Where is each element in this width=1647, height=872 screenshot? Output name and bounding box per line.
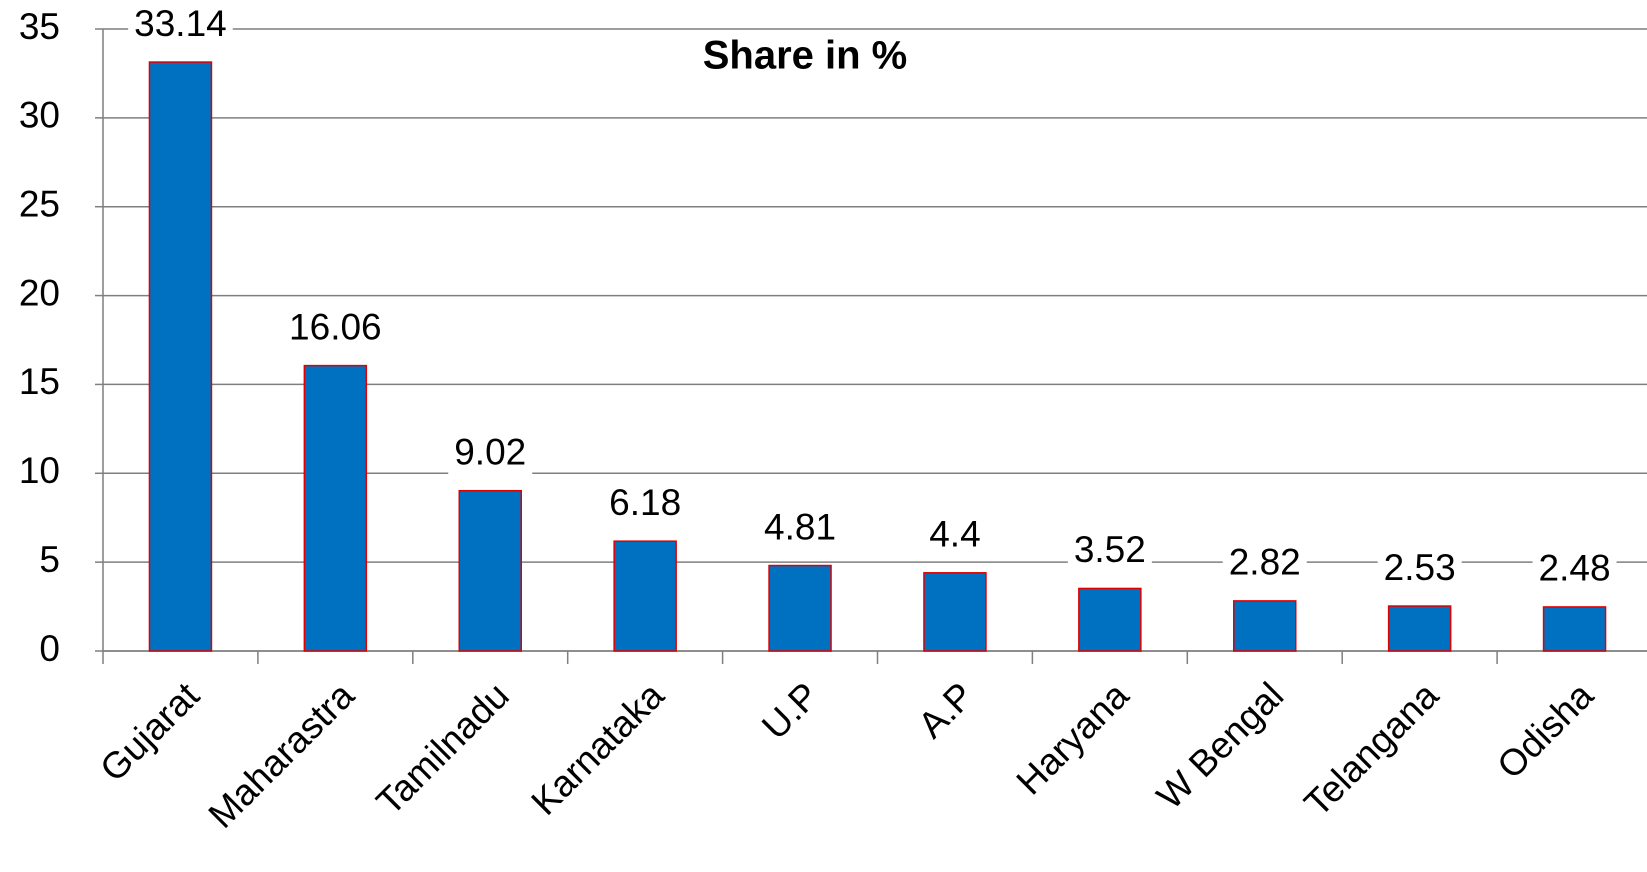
y-tick-label: 25 [19, 183, 60, 224]
value-label-bg [1532, 546, 1617, 595]
value-label-bg [448, 430, 533, 479]
bar [1233, 600, 1297, 652]
x-tick-label: U.P [754, 675, 827, 748]
bar [458, 489, 522, 652]
value-label: 6.18 [609, 482, 681, 523]
y-tick-label: 5 [39, 539, 60, 580]
value-label-bg [1377, 546, 1462, 595]
value-label-bg [283, 305, 388, 354]
bar [148, 61, 213, 652]
x-tick-label: Karnataka [523, 674, 672, 823]
bar [303, 364, 368, 652]
y-tick-label: 20 [19, 272, 60, 313]
value-label-bg [128, 2, 233, 51]
value-label-bg [1222, 540, 1307, 589]
value-label: 4.4 [929, 514, 980, 555]
x-tick-label: Haryana [1009, 674, 1137, 802]
chart-title: Share in % [703, 34, 908, 78]
bar [768, 564, 832, 652]
value-label-bg [1067, 528, 1152, 577]
y-tick-label: 30 [19, 95, 60, 136]
x-tick-label: Gujarat [92, 674, 207, 789]
y-tick-label: 0 [39, 628, 60, 669]
y-tick-label: 15 [19, 361, 60, 402]
value-label-bg [603, 481, 688, 530]
value-label-bg [758, 505, 843, 554]
y-tick-label: 10 [19, 450, 60, 491]
bar [613, 540, 677, 652]
x-tick-label: Maharastra [201, 674, 363, 836]
value-label-bg [923, 512, 987, 561]
value-label: 3.52 [1074, 529, 1146, 570]
value-label: 16.06 [289, 306, 382, 347]
bar [1078, 587, 1142, 652]
value-label: 2.48 [1539, 548, 1611, 589]
x-tick-label: Telangana [1296, 674, 1446, 824]
x-tick-label: A.P [910, 675, 981, 746]
bar [1542, 606, 1607, 652]
value-label: 33.14 [134, 3, 227, 44]
value-label: 2.82 [1229, 542, 1301, 583]
value-label: 9.02 [454, 431, 526, 472]
value-label: 2.53 [1384, 547, 1456, 588]
value-label: 4.81 [764, 506, 836, 547]
bar [1387, 605, 1452, 652]
y-tick-label: 35 [19, 6, 60, 47]
bar [923, 572, 987, 652]
x-tick-label: W Bengal [1149, 675, 1291, 817]
x-tick-label: Odisha [1489, 674, 1601, 786]
x-tick-label: Tamilnadu [369, 675, 517, 823]
